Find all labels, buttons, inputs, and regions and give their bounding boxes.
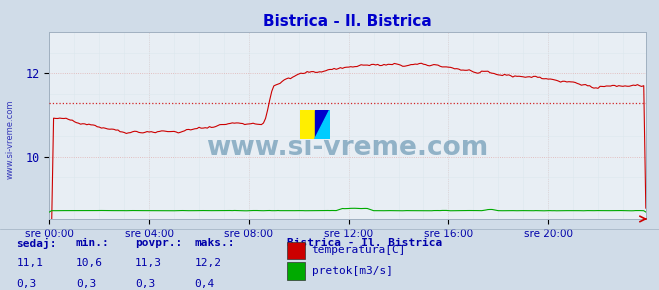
Text: 12,2: 12,2 [194,258,221,268]
Polygon shape [300,110,315,139]
Text: www.si-vreme.com: www.si-vreme.com [5,99,14,179]
Bar [287,242,305,259]
Text: sedaj:: sedaj: [16,238,57,249]
Text: temperatura[C]: temperatura[C] [312,245,406,255]
Title: Bistrica - Il. Bistrica: Bistrica - Il. Bistrica [263,14,432,29]
Polygon shape [315,110,330,139]
Text: 0,4: 0,4 [194,278,215,289]
Bar [287,262,305,280]
Text: 0,3: 0,3 [76,278,96,289]
Text: maks.:: maks.: [194,238,235,248]
Polygon shape [315,110,330,139]
Text: povpr.:: povpr.: [135,238,183,248]
Text: www.si-vreme.com: www.si-vreme.com [206,135,489,161]
Text: Bistrica - Il. Bistrica: Bistrica - Il. Bistrica [287,238,442,248]
Text: min.:: min.: [76,238,109,248]
Text: 0,3: 0,3 [16,278,37,289]
Text: 11,3: 11,3 [135,258,162,268]
Text: 11,1: 11,1 [16,258,43,268]
Text: 0,3: 0,3 [135,278,156,289]
Text: 10,6: 10,6 [76,258,103,268]
Text: pretok[m3/s]: pretok[m3/s] [312,266,393,276]
